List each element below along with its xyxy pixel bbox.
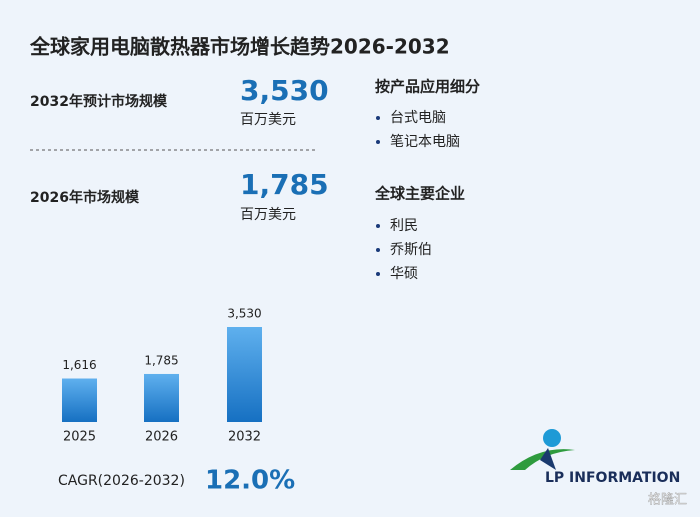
stat-unit: 百万美元 (240, 207, 296, 223)
cagr-value: 12.0% (205, 466, 295, 496)
logo-swoosh (510, 449, 575, 470)
value-label: 1,616 (62, 358, 96, 372)
x-tick-label: 2032 (228, 430, 261, 445)
logo-text: LP INFORMATION (545, 470, 680, 486)
list-item: 台式电脑 (390, 110, 446, 126)
bullet (376, 248, 380, 252)
bar-chart: 1,616 2025 1,785 2026 3,530 2032 (62, 307, 262, 445)
list-item: 华硕 (390, 266, 418, 282)
bullet (376, 116, 380, 120)
x-tick-label: 2025 (63, 430, 96, 445)
stat-value: 1,785 (240, 168, 329, 201)
segments-heading: 按产品应用细分 (375, 78, 480, 96)
companies-heading: 全球主要企业 (374, 185, 465, 203)
list-item: 笔记本电脑 (390, 134, 460, 150)
stat-label: 2026年市场规模 (30, 189, 140, 206)
stat-unit: 百万美元 (240, 112, 296, 128)
bar (144, 373, 179, 422)
stat-value: 3,530 (240, 74, 329, 107)
logo-dot (543, 429, 561, 447)
list-item: 乔斯伯 (390, 242, 432, 258)
bullet (376, 272, 380, 276)
bullet (376, 224, 380, 228)
value-label: 3,530 (227, 307, 261, 321)
list-item: 利民 (390, 218, 418, 234)
bullet (376, 140, 380, 144)
title: 全球家用电脑散热器市场增长趋势2026-2032 (29, 35, 450, 59)
x-tick-label: 2026 (145, 430, 178, 445)
cagr-label: CAGR(2026-2032) (58, 473, 185, 489)
watermark: 格隆汇 (648, 492, 687, 508)
bar (62, 378, 97, 422)
logo: LP INFORMATION (510, 429, 680, 486)
logo-figure (540, 448, 556, 470)
value-label: 1,785 (144, 353, 178, 367)
stat-label: 2032年预计市场规模 (30, 93, 168, 110)
bar (227, 327, 262, 422)
